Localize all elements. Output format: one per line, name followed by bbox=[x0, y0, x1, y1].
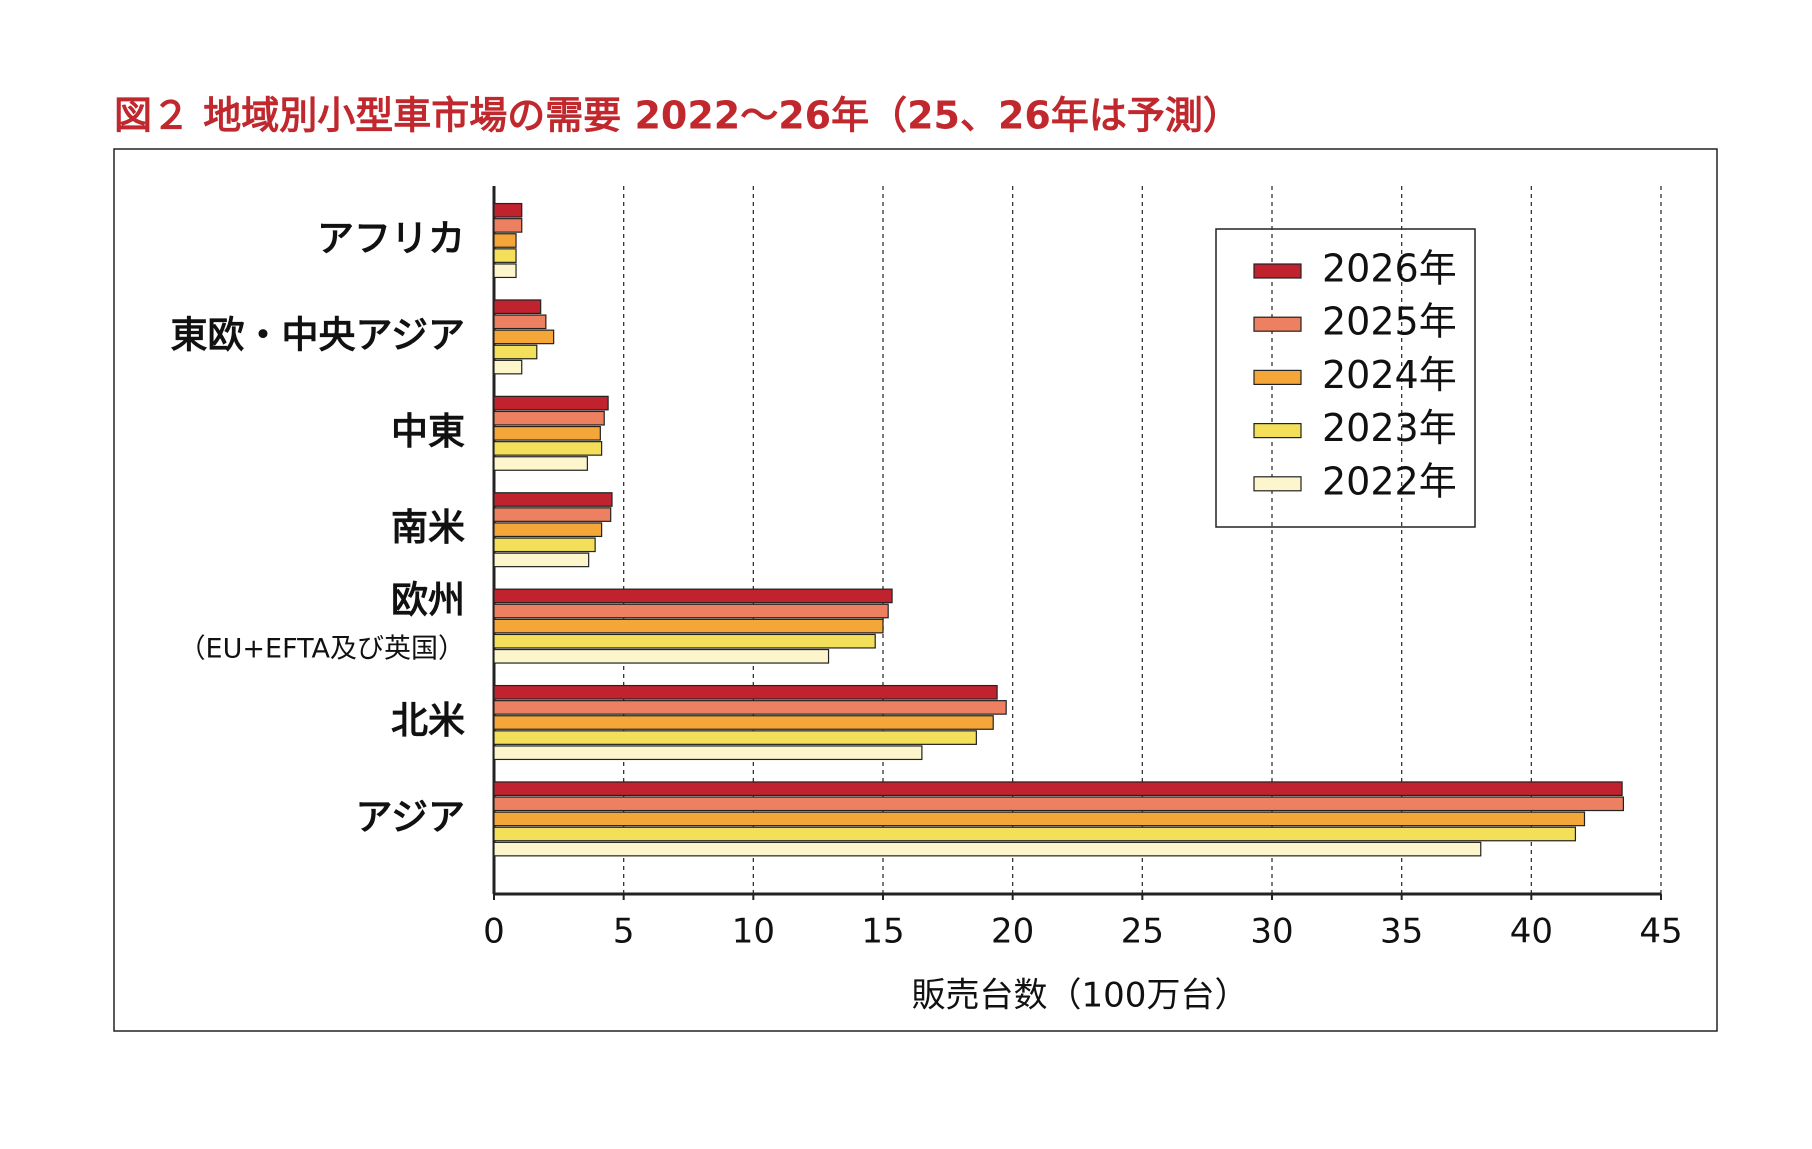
bar bbox=[493, 410, 605, 426]
bar bbox=[493, 841, 1482, 857]
bar bbox=[493, 218, 523, 233]
bar bbox=[493, 314, 547, 330]
bar bbox=[493, 233, 517, 248]
bar bbox=[493, 603, 889, 619]
x-tick-label: 0 bbox=[483, 912, 505, 952]
bar bbox=[493, 263, 517, 279]
bar bbox=[493, 715, 994, 730]
legend-swatch bbox=[1253, 263, 1302, 279]
x-tick-label: 20 bbox=[991, 912, 1034, 952]
y-tick-label: 南米 bbox=[391, 506, 465, 549]
x-tick-label: 15 bbox=[861, 912, 904, 952]
bar bbox=[493, 492, 613, 507]
bar bbox=[493, 395, 609, 411]
y-tick-label: アジア bbox=[355, 795, 465, 838]
bar bbox=[493, 552, 590, 568]
bar bbox=[493, 344, 538, 360]
bar bbox=[493, 588, 893, 604]
x-tick-label: 10 bbox=[732, 912, 775, 952]
bar bbox=[493, 456, 588, 471]
x-tick-label: 25 bbox=[1121, 912, 1164, 952]
legend-label: 2025年 bbox=[1322, 300, 1457, 344]
y-tick-label: 欧州 bbox=[391, 579, 465, 622]
y-tick-label: 北米 bbox=[391, 699, 465, 742]
legend-swatch bbox=[1253, 316, 1302, 332]
legend-swatch bbox=[1253, 369, 1302, 385]
frame bbox=[113, 148, 1718, 1032]
bar bbox=[493, 441, 603, 456]
bar bbox=[493, 684, 998, 700]
legend-swatch bbox=[1253, 476, 1302, 492]
bar bbox=[493, 826, 1577, 842]
x-tick-label: 35 bbox=[1380, 912, 1423, 952]
bar bbox=[493, 329, 555, 345]
bar bbox=[493, 202, 523, 218]
bar bbox=[493, 537, 596, 553]
bar bbox=[493, 633, 876, 649]
bar bbox=[493, 745, 923, 761]
y-tick-label: 東欧・中央アジア bbox=[170, 313, 465, 356]
legend-label: 2024年 bbox=[1322, 353, 1457, 397]
x-tick-label: 45 bbox=[1639, 912, 1682, 952]
bar bbox=[493, 425, 601, 441]
legend-swatch bbox=[1253, 423, 1302, 439]
x-tick-label: 30 bbox=[1250, 912, 1293, 952]
x-axis-label: 販売台数（100万台） bbox=[912, 976, 1249, 1016]
bar bbox=[493, 248, 517, 263]
legend-label: 2026年 bbox=[1322, 247, 1457, 291]
bar bbox=[493, 507, 612, 522]
bar bbox=[493, 522, 603, 538]
bar bbox=[493, 781, 1623, 797]
y-tick-sublabel: （EU+EFTA及び英国） bbox=[179, 634, 465, 665]
chart-title: 図２ 地域別小型車市場の需要 2022～26年（25、26年は予測） bbox=[114, 94, 1241, 138]
x-tick-label: 40 bbox=[1510, 912, 1553, 952]
x-tick-label: 5 bbox=[613, 912, 635, 952]
legend-label: 2023年 bbox=[1322, 406, 1457, 450]
bar bbox=[493, 796, 1624, 812]
y-tick-label: 中東 bbox=[391, 410, 465, 453]
bar bbox=[493, 359, 523, 375]
bar bbox=[493, 700, 1007, 715]
bar bbox=[493, 811, 1586, 827]
bar bbox=[493, 730, 977, 745]
bar bbox=[493, 299, 542, 315]
legend-label: 2022年 bbox=[1322, 459, 1457, 503]
bar bbox=[493, 648, 830, 664]
y-tick-label: アフリカ bbox=[317, 217, 465, 260]
bar bbox=[493, 618, 884, 634]
